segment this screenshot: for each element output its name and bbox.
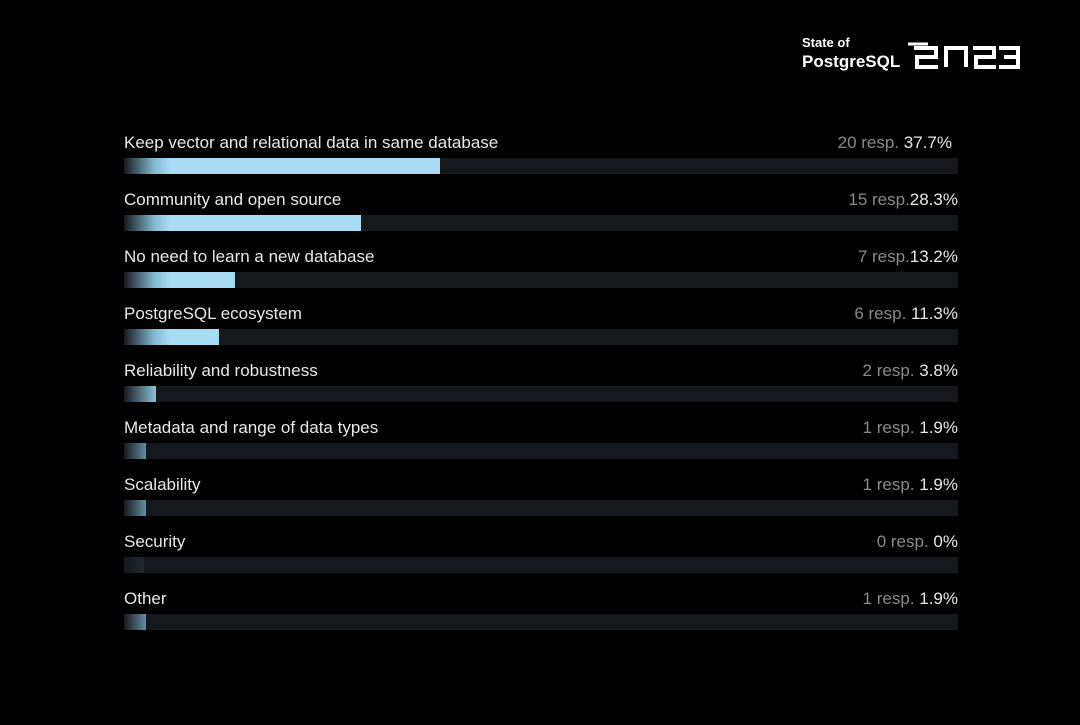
bar-row: Community and open source 15 resp.28.3% — [124, 187, 958, 244]
horizontal-bar-chart: Keep vector and relational data in same … — [124, 130, 958, 643]
state-of-postgresql-logo: State of PostgreSQL 2023 — [802, 36, 1021, 70]
bar-value-label: 1 resp. 1.9% — [863, 589, 958, 609]
bar-label: No need to learn a new database — [124, 247, 375, 266]
bar-row: Metadata and range of data types 1 resp. … — [124, 415, 958, 472]
response-count: 6 resp. — [854, 304, 907, 323]
response-count: 1 resp. — [862, 418, 915, 437]
bar — [124, 158, 440, 174]
bar-row: PostgreSQL ecosystem 6 resp. 11.3% — [124, 301, 958, 358]
percentage-value: 37.7% — [903, 133, 952, 152]
bar-value-label: 20 resp. 37.7% — [838, 133, 952, 153]
bar-row: Other 1 resp. 1.9% — [124, 586, 958, 643]
logo-line-2: PostgreSQL — [802, 52, 901, 71]
bar — [124, 386, 156, 402]
response-count: 7 resp. — [857, 247, 910, 266]
bar-track — [124, 614, 958, 630]
bar-track — [124, 272, 958, 288]
bar-value-label: 1 resp. 1.9% — [863, 418, 958, 438]
bar-row: Keep vector and relational data in same … — [124, 130, 958, 187]
bar-track — [124, 500, 958, 516]
bar-value-label: 1 resp. 1.9% — [863, 475, 958, 495]
logo-text: State of PostgreSQL — [802, 36, 900, 70]
bar-label: Community and open source — [124, 190, 342, 209]
percentage-value: 1.9% — [919, 475, 958, 494]
bar-track — [124, 158, 958, 174]
response-count: 20 resp. — [837, 133, 900, 152]
percentage-value: 11.3% — [911, 304, 958, 323]
response-count: 1 resp. — [862, 589, 915, 608]
bar-label: PostgreSQL ecosystem — [124, 304, 302, 323]
bar-row: Reliability and robustness 2 resp. 3.8% — [124, 358, 958, 415]
bar — [124, 443, 146, 459]
percentage-value: 28.3% — [909, 190, 958, 209]
bar-track — [124, 557, 958, 573]
bar-label: Keep vector and relational data in same … — [124, 133, 499, 152]
percentage-value: 13.2% — [909, 247, 958, 266]
bar-value-label: 2 resp. 3.8% — [863, 361, 958, 381]
percentage-value: 1.9% — [919, 589, 958, 608]
percentage-value: 1.9% — [919, 418, 958, 437]
response-count: 15 resp. — [848, 190, 910, 209]
bar-track — [124, 443, 958, 459]
bar-label: Metadata and range of data types — [124, 418, 379, 437]
bar-value-label: 6 resp. 11.3% — [854, 304, 958, 324]
logo-year-graphic: 2023 — [908, 42, 1021, 69]
response-count: 0 resp. — [876, 532, 929, 551]
bar-track — [124, 386, 958, 402]
bar — [124, 500, 146, 516]
bar-label: Other — [124, 589, 167, 608]
bar-row: No need to learn a new database 7 resp.13… — [124, 244, 958, 301]
bar-value-label: 0 resp. 0% — [877, 532, 958, 552]
bar — [124, 272, 235, 288]
bar-row: Security 0 resp. 0% — [124, 529, 958, 586]
response-count: 1 resp. — [862, 475, 915, 494]
logo-line-1: State of — [802, 35, 850, 50]
bar-row: Scalability 1 resp. 1.9% — [124, 472, 958, 529]
bar-label: Reliability and robustness — [124, 361, 318, 380]
bar-track — [124, 215, 958, 231]
bar-label: Scalability — [124, 475, 201, 494]
bar-label: Security — [124, 532, 186, 551]
bar — [124, 614, 146, 630]
percentage-value: 3.8% — [919, 361, 958, 380]
bar — [124, 557, 144, 573]
bar-track — [124, 329, 958, 345]
bar-value-label: 7 resp.13.2% — [858, 247, 958, 267]
response-count: 2 resp. — [862, 361, 915, 380]
bar-value-label: 15 resp.28.3% — [848, 190, 958, 210]
percentage-value: 0% — [933, 532, 958, 551]
bar — [124, 215, 361, 231]
bar — [124, 329, 219, 345]
